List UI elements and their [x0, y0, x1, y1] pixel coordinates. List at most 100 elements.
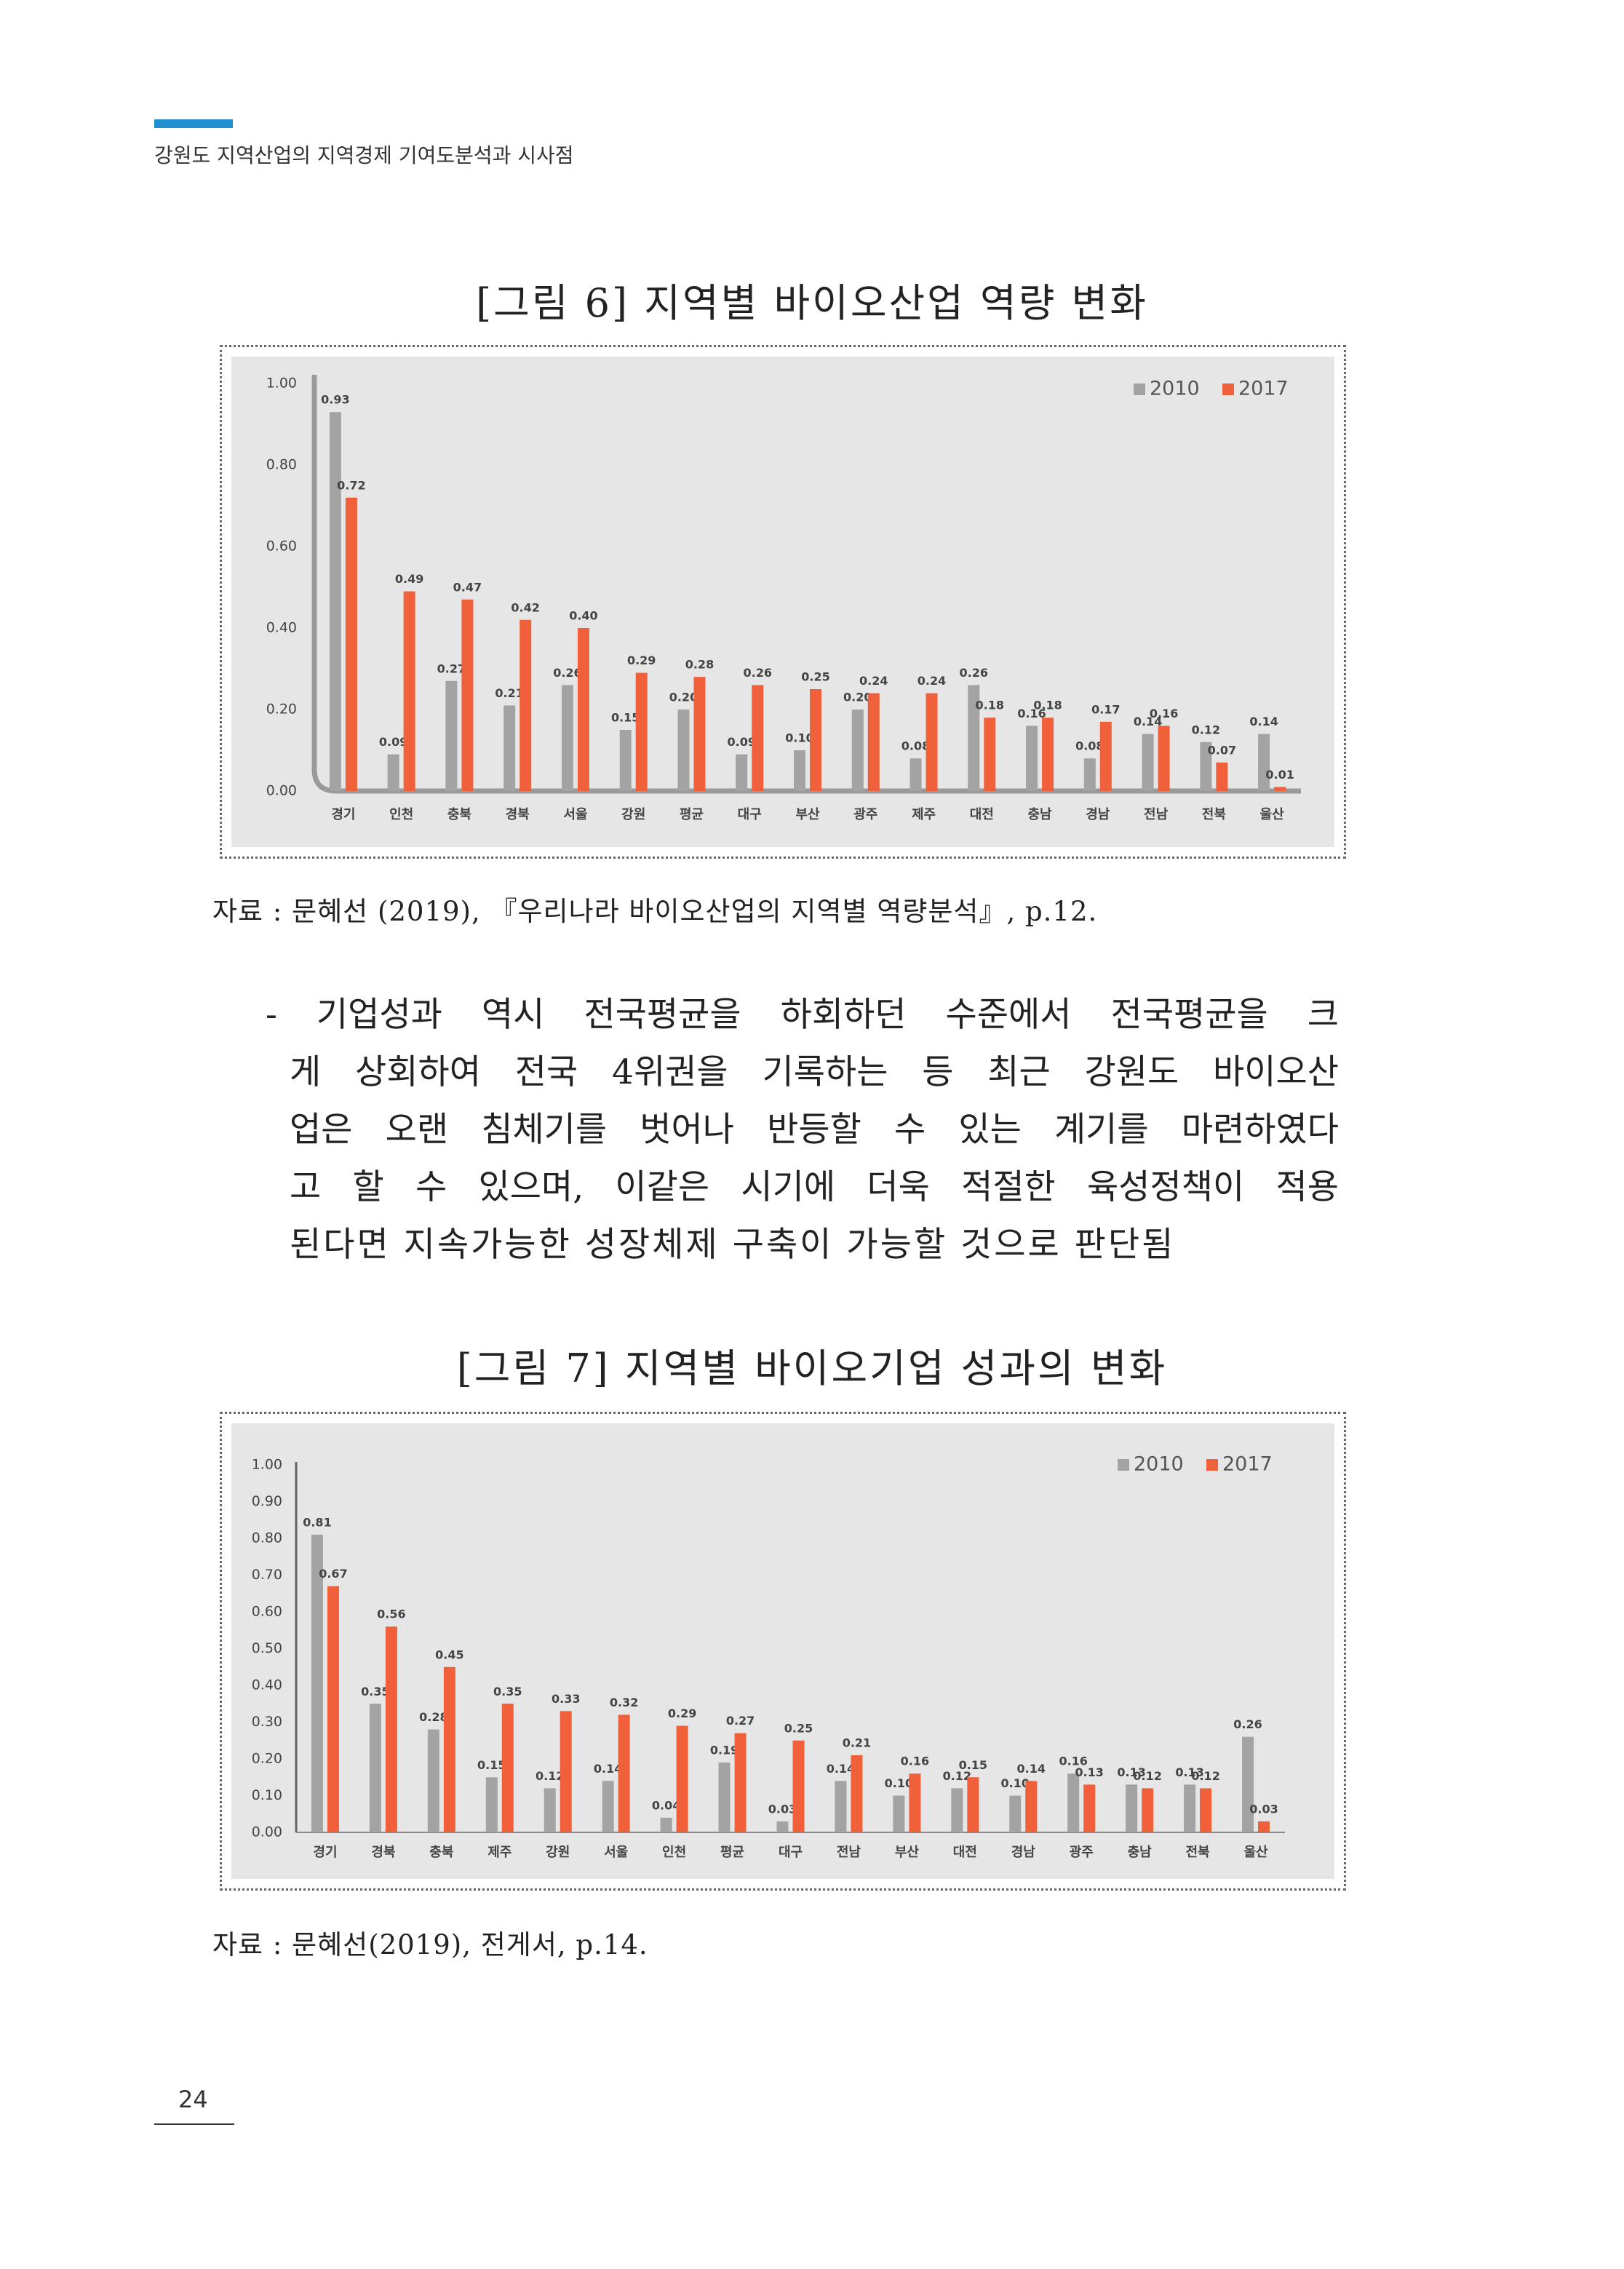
- value-label: 0.27: [437, 661, 466, 675]
- legend-label: 2017: [1238, 378, 1289, 400]
- value-label: 0.08: [901, 739, 930, 753]
- bar: [503, 705, 516, 791]
- legend-label: 2017: [1222, 1453, 1273, 1476]
- value-label: 0.29: [668, 1706, 696, 1720]
- bar: [1126, 1784, 1138, 1832]
- value-label: 0.10: [885, 1776, 913, 1790]
- value-label: 0.01: [1265, 768, 1294, 782]
- x-tick-label: 평균: [720, 1845, 744, 1860]
- bar: [984, 718, 996, 791]
- x-tick-label: 제주: [487, 1845, 512, 1860]
- value-label: 0.24: [859, 674, 888, 688]
- legend-swatch: [1118, 1459, 1129, 1471]
- x-tick-label: 충남: [1128, 1845, 1153, 1860]
- value-label: 0.24: [918, 674, 946, 688]
- value-label: 0.07: [1208, 743, 1236, 757]
- y-tick-label: 0.00: [252, 1824, 282, 1840]
- y-tick-label: 0.60: [266, 539, 297, 555]
- bar: [1009, 1795, 1022, 1832]
- value-label: 0.13: [1075, 1765, 1103, 1779]
- value-label: 0.15: [959, 1758, 987, 1772]
- bar: [909, 758, 922, 791]
- bar: [1142, 1788, 1154, 1832]
- value-label: 0.14: [1017, 1762, 1046, 1776]
- bar: [1184, 1784, 1196, 1832]
- value-label: 0.18: [976, 699, 1004, 712]
- bar: [1242, 1736, 1254, 1832]
- value-label: 0.12: [536, 1769, 564, 1783]
- figure-title: [그림 6] 지역별 바이오산업 역량 변화: [476, 280, 1148, 326]
- value-label: 0.14: [594, 1762, 622, 1776]
- x-tick-label: 경남: [1011, 1845, 1036, 1860]
- bar: [544, 1788, 556, 1832]
- bar: [561, 685, 573, 791]
- x-tick-label: 경기: [313, 1845, 337, 1860]
- bar: [851, 1755, 863, 1832]
- bar: [385, 1626, 397, 1832]
- value-label: 0.28: [685, 658, 714, 672]
- x-tick-label: 광주: [1070, 1845, 1094, 1860]
- value-label: 0.19: [710, 1744, 739, 1757]
- value-label: 0.56: [377, 1608, 405, 1621]
- header-bar: [154, 119, 233, 128]
- value-label: 0.16: [1059, 1755, 1087, 1768]
- bar: [1042, 718, 1054, 791]
- x-tick-label: 서울: [563, 807, 587, 822]
- x-tick-label: 서울: [604, 1845, 628, 1860]
- x-tick-label: 강원: [621, 807, 645, 822]
- header-title: 강원도 지역산업의 지역경제 기여도분석과 시사점: [154, 143, 574, 167]
- bar: [618, 1714, 630, 1832]
- value-label: 0.40: [569, 609, 597, 623]
- bar: [967, 1777, 979, 1832]
- x-tick-label: 제주: [912, 807, 936, 822]
- source-note: 자료 : 문혜선(2019), 전게서, p.14.: [212, 1929, 648, 1960]
- bar: [369, 1704, 381, 1832]
- x-tick-label: 경북: [371, 1845, 395, 1860]
- x-tick-label: 부산: [795, 807, 820, 822]
- value-label: 0.26: [743, 666, 771, 680]
- x-tick-label: 대구: [779, 1845, 803, 1860]
- y-tick-label: 0.80: [266, 457, 297, 473]
- x-tick-label: 경기: [331, 807, 355, 822]
- value-label: 0.14: [827, 1762, 855, 1776]
- y-tick-label: 0.70: [252, 1567, 282, 1583]
- value-label: 0.14: [1134, 715, 1162, 728]
- y-tick-label: 0.30: [252, 1714, 282, 1730]
- y-tick-label: 0.60: [252, 1604, 282, 1620]
- bar: [1158, 726, 1170, 791]
- bar: [1067, 1773, 1080, 1832]
- value-label: 0.35: [361, 1685, 389, 1698]
- x-tick-label: 충북: [447, 807, 471, 822]
- bar: [736, 754, 748, 791]
- chart-frame: 0.00 0.20 0.40 0.60 0.80 1.00 경기 0.93 0.72 인천 0.09…: [220, 345, 1346, 859]
- value-label: 0.35: [493, 1685, 522, 1698]
- y-tick-label: 0.40: [266, 620, 297, 636]
- bar: [677, 710, 690, 791]
- bar: [660, 1817, 672, 1832]
- chart: 0.00 0.10 0.20 0.30 0.40 0.50 0.60 0.70 0.80 0.90…: [231, 1423, 1334, 1879]
- value-label: 0.04: [652, 1798, 680, 1812]
- legend-swatch: [1206, 1459, 1218, 1471]
- legend-swatch: [1222, 384, 1234, 395]
- bar: [1142, 734, 1154, 791]
- value-label: 0.81: [303, 1515, 331, 1529]
- bar: [1025, 1781, 1038, 1832]
- value-label: 0.20: [669, 691, 698, 704]
- value-label: 0.29: [627, 653, 656, 667]
- value-label: 0.16: [901, 1755, 929, 1768]
- bar: [461, 599, 474, 791]
- y-tick-label: 0.10: [252, 1787, 282, 1803]
- bar: [345, 497, 357, 791]
- x-tick-label: 부산: [895, 1845, 920, 1860]
- y-tick-label: 1.00: [266, 375, 297, 392]
- bar: [734, 1733, 747, 1832]
- value-label: 0.18: [1033, 699, 1062, 712]
- x-tick-label: 충남: [1027, 807, 1052, 822]
- value-label: 0.03: [768, 1802, 797, 1816]
- value-label: 0.45: [435, 1648, 463, 1661]
- value-label: 0.13: [1117, 1765, 1145, 1779]
- page-rule: [154, 2123, 234, 2125]
- value-label: 0.15: [611, 711, 640, 725]
- bar: [909, 1773, 921, 1832]
